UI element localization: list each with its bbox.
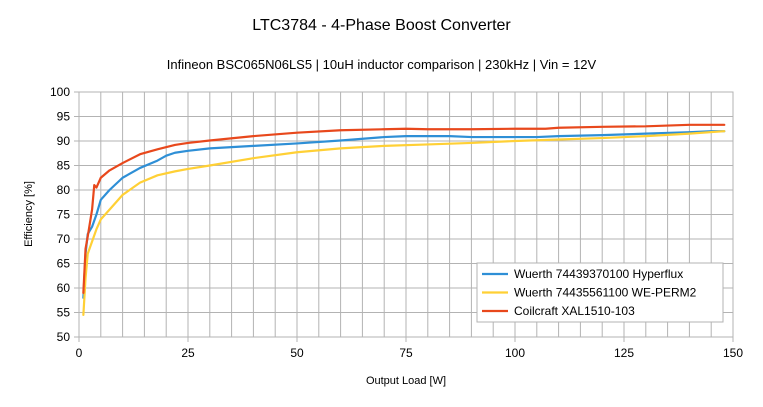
x-axis-ticks: 0 25 50 75 100 125 150 [76,337,743,360]
x-axis-label: Output Load [W] [366,375,446,387]
x-tick-label: 150 [723,346,743,360]
chart-subtitle: Infineon BSC065N06LS5 | 10uH inductor co… [167,57,597,72]
y-tick-label: 50 [57,330,71,344]
y-tick-label: 95 [57,110,71,124]
y-tick-label: 60 [57,281,71,295]
x-tick-label: 75 [399,346,413,360]
y-tick-label: 80 [57,183,71,197]
y-tick-label: 75 [57,208,71,222]
y-axis-ticks: 50 55 60 65 70 75 80 85 90 95 100 [50,85,79,344]
y-tick-label: 65 [57,257,71,271]
y-tick-label: 55 [57,306,71,320]
series-line-1 [82,130,726,299]
series-line-2 [82,130,726,317]
y-tick-label: 100 [50,85,70,99]
series-line-3 [82,123,726,294]
y-tick-label: 70 [57,232,71,246]
y-tick-label: 85 [57,159,71,173]
legend-label-1: Wuerth 74439370100 Hyperflux [514,267,683,281]
y-tick-label: 90 [57,134,71,148]
legend-label-3: Coilcraft XAL1510-103 [514,304,635,318]
legend-label-2: Wuerth 74435561100 WE-PERM2 [514,286,697,300]
x-tick-label: 125 [614,346,634,360]
series-lines [82,123,726,317]
x-tick-label: 100 [505,346,525,360]
chart-title: LTC3784 - 4-Phase Boost Converter [252,17,511,34]
legend-box [476,262,724,323]
legend: Wuerth 74439370100 Hyperflux Wuerth 74435… [476,262,724,323]
x-tick-label: 0 [76,346,83,360]
x-tick-label: 25 [181,346,195,360]
y-axis-label: Efficiency [%] [23,181,35,247]
legend-items: Wuerth 74439370100 Hyperflux Wuerth 74435… [482,267,697,318]
x-tick-label: 50 [290,346,304,360]
